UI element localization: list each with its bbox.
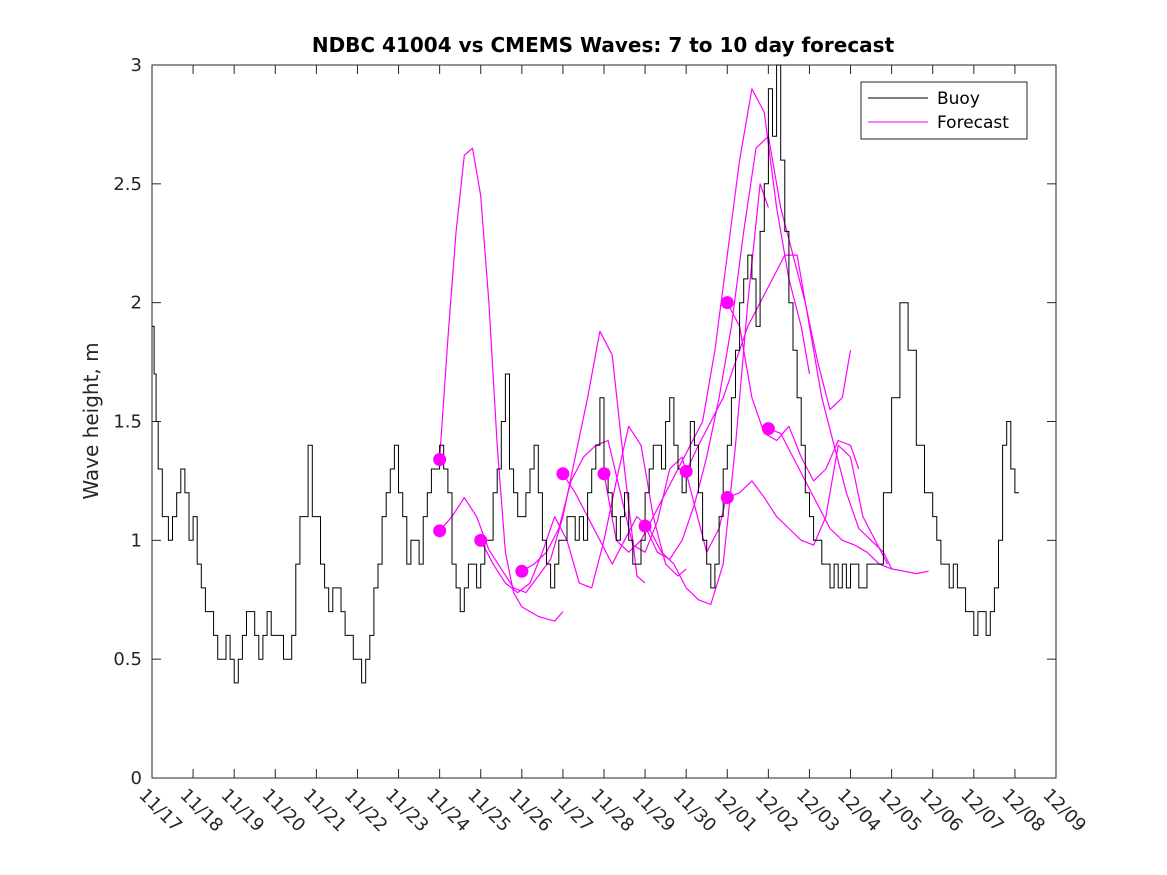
forecast-line-2 [439,330,646,594]
forecast-line-8 [685,254,893,570]
forecast-marker [679,464,693,478]
y-tick-label: 2.5 [113,174,142,195]
legend-buoy-label: Buoy [937,89,980,109]
legend: Buoy Forecast [860,81,1028,140]
legend-forecast-label: Forecast [937,113,1009,133]
y-axis-label: Wave height, m [79,342,103,499]
y-tick-label: 3 [131,55,142,76]
forecast-marker [433,453,447,467]
forecast-line-1 [439,147,564,622]
forecast-marker [556,467,570,481]
y-tick-label: 1.5 [113,412,142,433]
y-tick-label: 2 [131,293,142,314]
forecast-marker [720,296,734,310]
forecast-line-9 [726,302,860,482]
forecast-marker [515,564,529,578]
legend-box [860,81,1028,140]
forecast-marker [474,533,488,547]
forecast-marker [638,519,652,533]
chart-title: NDBC 41004 vs CMEMS Waves: 7 to 10 day f… [312,33,895,57]
forecast-marker [761,422,775,436]
forecast-line-6 [603,88,811,553]
forecast-line-4 [521,439,728,572]
forecast-marker [720,491,734,505]
buoy-line [152,64,1019,684]
y-tick-label: 0.5 [113,649,142,670]
forecast-line-7 [644,135,852,560]
y-tick-label: 0 [131,768,142,789]
forecast-line-3 [480,425,687,594]
y-tick-label: 1 [131,530,142,551]
forecast-line-11 [768,428,929,575]
forecast-marker [433,524,447,538]
forecast-marker [597,467,611,481]
forecast-line-10 [727,444,889,565]
